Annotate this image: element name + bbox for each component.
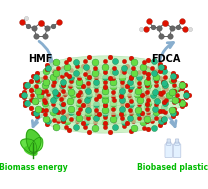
Ellipse shape [34,65,176,88]
Ellipse shape [22,83,188,106]
Ellipse shape [25,74,185,97]
FancyBboxPatch shape [175,142,179,145]
FancyBboxPatch shape [166,142,171,145]
Polygon shape [25,146,37,155]
Polygon shape [21,139,37,154]
Text: Biobased plastic: Biobased plastic [137,163,208,173]
FancyBboxPatch shape [165,144,172,158]
FancyBboxPatch shape [167,139,170,143]
Ellipse shape [25,92,185,115]
Text: FDCA: FDCA [151,54,180,64]
Ellipse shape [47,110,163,133]
FancyBboxPatch shape [175,139,179,143]
Ellipse shape [47,56,163,79]
FancyBboxPatch shape [173,144,181,158]
Text: HMF: HMF [28,54,53,64]
Ellipse shape [34,101,176,124]
Text: Biomass energy: Biomass energy [0,163,67,173]
Polygon shape [29,137,43,152]
Polygon shape [26,129,41,153]
